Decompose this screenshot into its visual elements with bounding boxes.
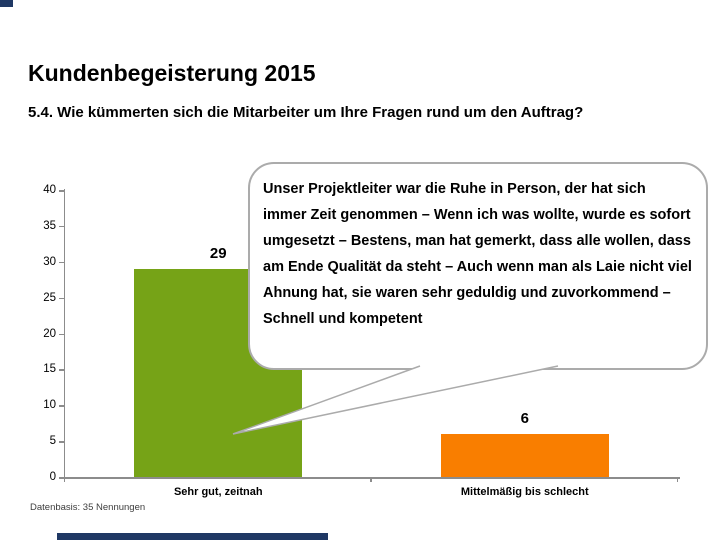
y-axis-tick xyxy=(58,190,64,192)
y-axis-label: 30 xyxy=(43,255,56,268)
y-axis-tick xyxy=(58,441,64,443)
y-axis xyxy=(63,189,65,479)
speech-bubble-tail-icon xyxy=(232,365,559,435)
y-axis-tick xyxy=(58,477,64,479)
y-axis-tick xyxy=(58,261,64,264)
y-axis-label: 20 xyxy=(43,327,56,340)
y-axis-label: 15 xyxy=(43,363,56,376)
speech-bubble: Unser Projektleiter war die Ruhe in Pers… xyxy=(248,162,708,370)
bar-value-label: 29 xyxy=(209,244,227,262)
y-axis-label: 5 xyxy=(49,435,56,448)
y-axis-tick xyxy=(58,369,64,371)
bottom-accent-bar xyxy=(57,533,328,540)
corner-mark xyxy=(0,0,13,7)
y-axis-label: 25 xyxy=(43,291,56,304)
y-axis-label: 35 xyxy=(43,219,56,232)
category-label: Mittelmäßig bis schlecht xyxy=(460,486,589,498)
category-label: Sehr gut, zeitnah xyxy=(173,486,263,498)
x-axis-tick xyxy=(676,477,678,482)
y-axis-tick xyxy=(58,297,64,300)
footnote: Datenbasis: 35 Nennungen xyxy=(30,502,146,513)
speech-bubble-text: Unser Projektleiter war die Ruhe in Pers… xyxy=(263,181,692,327)
y-axis-label: 40 xyxy=(43,184,56,196)
y-axis-tick xyxy=(58,405,64,407)
x-axis xyxy=(63,477,680,479)
bar xyxy=(440,433,609,477)
bar-value-label: 6 xyxy=(520,409,529,427)
y-axis-label: 0 xyxy=(49,471,56,483)
page-title: Kundenbegeisterung 2015 xyxy=(28,60,316,86)
x-axis-tick xyxy=(370,477,372,482)
y-axis-tick xyxy=(58,333,64,335)
y-axis-tick xyxy=(58,225,64,228)
x-axis-tick xyxy=(63,477,65,482)
y-axis-label: 10 xyxy=(43,399,56,412)
page-subtitle: 5.4. Wie kümmerten sich die Mitarbeiter … xyxy=(28,104,584,121)
